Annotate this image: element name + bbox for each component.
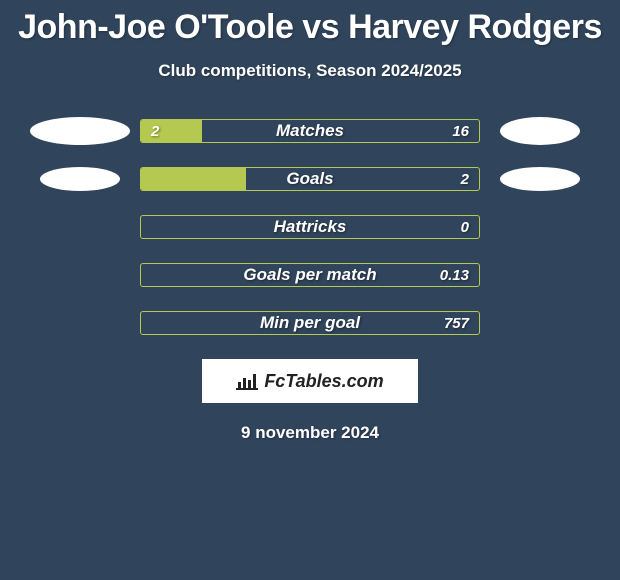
stat-row: 2Matches16 xyxy=(20,119,600,143)
value-right: 2 xyxy=(461,168,469,190)
value-right: 757 xyxy=(444,312,469,334)
logo-badge[interactable]: FcTables.com xyxy=(202,359,418,403)
bar-track: Goals2 xyxy=(140,167,480,191)
value-right: 16 xyxy=(452,120,469,142)
chart-icon xyxy=(236,372,258,390)
stat-row: Goals per match0.13 xyxy=(20,263,600,287)
player-right-ellipse xyxy=(500,167,580,191)
left-side xyxy=(20,167,140,191)
value-right: 0 xyxy=(461,216,469,238)
bar-label: Hattricks xyxy=(141,216,479,238)
stat-row: Min per goal757 xyxy=(20,311,600,335)
comparison-chart: 2Matches16Goals2Hattricks0Goals per matc… xyxy=(0,119,620,335)
logo-text: FcTables.com xyxy=(264,371,383,392)
bar-label: Min per goal xyxy=(141,312,479,334)
date-text: 9 november 2024 xyxy=(0,423,620,443)
right-side xyxy=(480,117,600,145)
player-left-ellipse xyxy=(30,117,130,145)
stat-row: Goals2 xyxy=(20,167,600,191)
bar-track: Goals per match0.13 xyxy=(140,263,480,287)
page-title: John-Joe O'Toole vs Harvey Rodgers xyxy=(0,0,620,47)
bar-track: Min per goal757 xyxy=(140,311,480,335)
bar-label: Matches xyxy=(141,120,479,142)
bar-label: Goals per match xyxy=(141,264,479,286)
value-right: 0.13 xyxy=(440,264,469,286)
stat-row: Hattricks0 xyxy=(20,215,600,239)
right-side xyxy=(480,167,600,191)
subtitle: Club competitions, Season 2024/2025 xyxy=(0,61,620,81)
left-side xyxy=(20,117,140,145)
bar-track: Hattricks0 xyxy=(140,215,480,239)
player-left-ellipse xyxy=(40,167,120,191)
bar-label: Goals xyxy=(141,168,479,190)
bar-track: 2Matches16 xyxy=(140,119,480,143)
player-right-ellipse xyxy=(500,117,580,145)
